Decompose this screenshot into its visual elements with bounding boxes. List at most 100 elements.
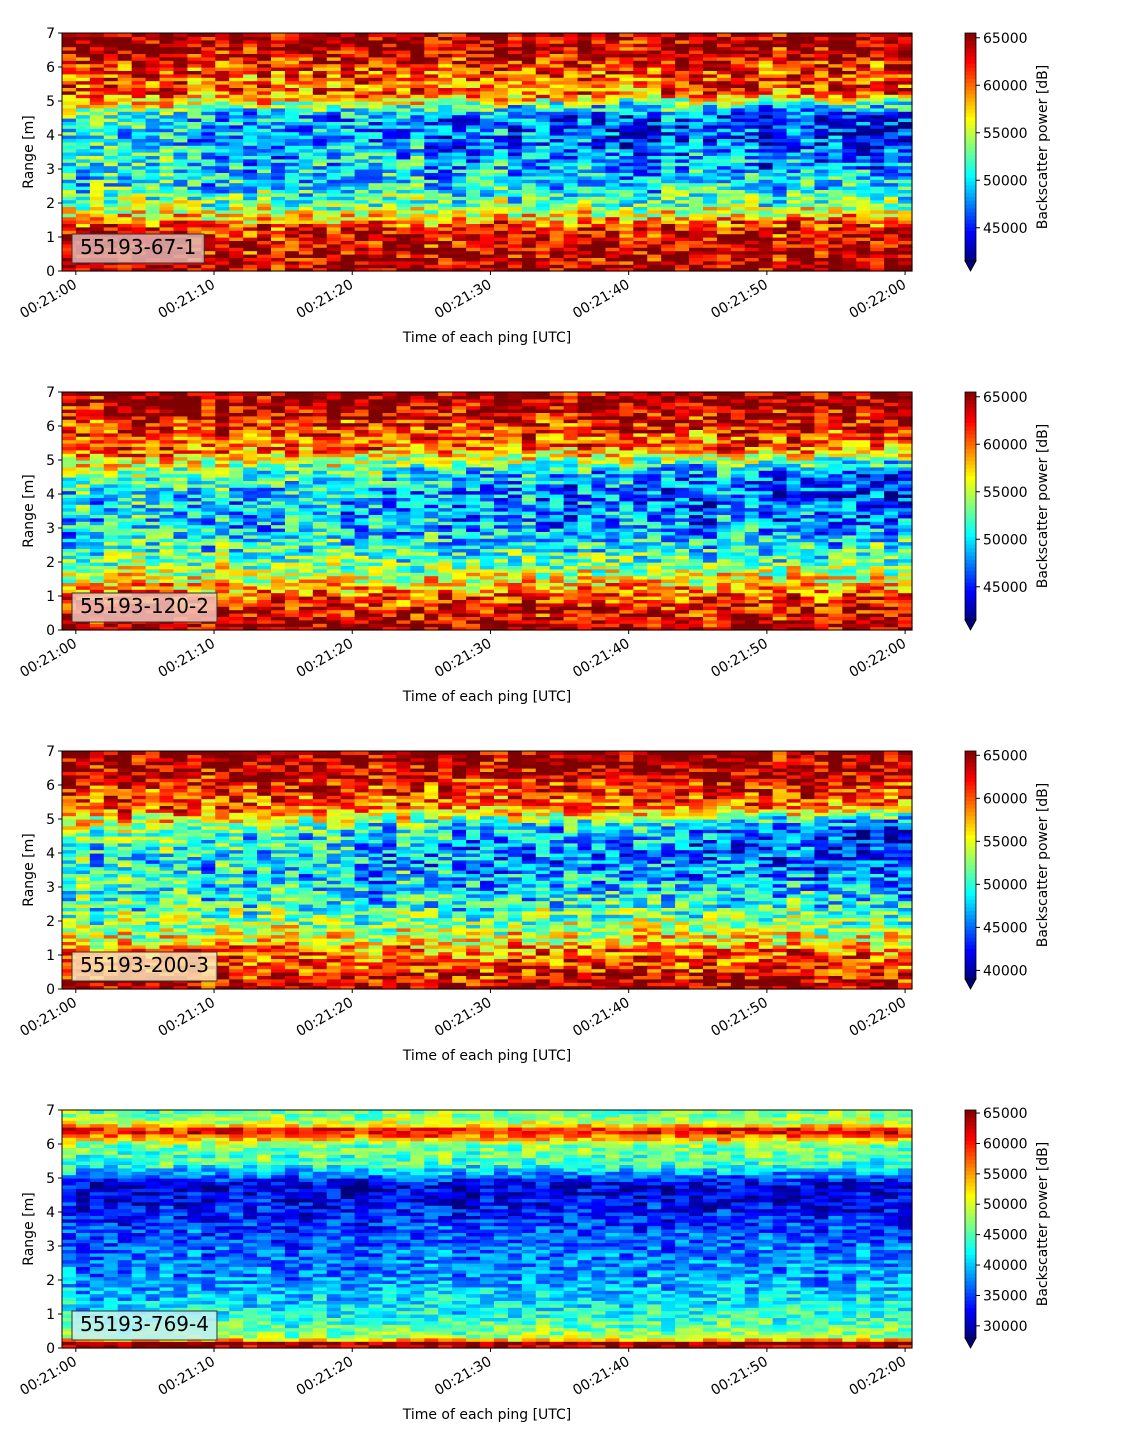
heatmap-cell — [424, 233, 439, 238]
colorbar-segment — [965, 105, 976, 110]
heatmap-cell — [786, 243, 802, 248]
heatmap-cell — [75, 196, 91, 201]
heatmap-cell — [633, 250, 648, 255]
heatmap-cell — [187, 80, 202, 85]
heatmap-cell — [340, 230, 356, 235]
heatmap-cell — [159, 206, 175, 211]
heatmap-cell — [340, 80, 356, 85]
heatmap-cell — [62, 152, 77, 156]
heatmap-cell — [410, 131, 425, 136]
heatmap-cell — [410, 189, 425, 194]
heatmap-cell — [396, 135, 411, 139]
heatmap-cell — [62, 131, 77, 136]
heatmap-cell — [201, 257, 216, 262]
heatmap-cell — [229, 247, 244, 252]
heatmap-cell — [201, 182, 216, 187]
heatmap-cell — [340, 196, 356, 201]
heatmap-cell — [493, 162, 509, 167]
heatmap-cell — [438, 254, 453, 258]
heatmap-cell — [312, 46, 328, 51]
heatmap-cell — [131, 50, 147, 54]
heatmap-cell — [271, 264, 286, 269]
heatmap-cell — [298, 209, 314, 214]
heatmap-cell — [466, 107, 481, 112]
heatmap-cell — [62, 165, 77, 170]
heatmap-cell — [354, 240, 370, 245]
heatmap-cell — [145, 56, 161, 61]
heatmap-cell — [549, 124, 565, 129]
heatmap-cell — [368, 145, 384, 150]
heatmap-cell — [215, 73, 230, 78]
heatmap-cell — [243, 213, 258, 218]
heatmap-cell — [284, 162, 300, 167]
heatmap-cell — [284, 135, 300, 139]
heatmap-cell — [173, 487, 189, 492]
heatmap-cell — [563, 141, 579, 146]
heatmap-cell — [535, 257, 551, 262]
heatmap-cell — [159, 135, 175, 139]
heatmap-cell — [661, 141, 676, 146]
heatmap-cell — [493, 254, 509, 258]
heatmap-cell — [396, 50, 411, 54]
heatmap-cell — [563, 175, 579, 180]
heatmap-cell — [396, 230, 411, 235]
heatmap-cell — [75, 67, 91, 71]
heatmap-cell — [354, 63, 370, 68]
heatmap-cell — [312, 206, 328, 211]
heatmap-cell — [619, 131, 634, 136]
heatmap-cell — [284, 172, 300, 177]
heatmap-cell — [591, 101, 607, 105]
heatmap-cell — [145, 199, 161, 204]
heatmap-cell — [187, 87, 202, 92]
heatmap-cell — [466, 226, 481, 231]
heatmap-cell — [577, 189, 593, 194]
heatmap-cell — [257, 94, 272, 99]
heatmap-cell — [591, 36, 607, 41]
heatmap-cell — [396, 196, 411, 201]
heatmap-cell — [229, 192, 244, 197]
heatmap-cell — [257, 97, 272, 102]
heatmap-cell — [103, 209, 119, 214]
heatmap-cell — [716, 250, 732, 255]
heatmap-cell — [396, 237, 411, 241]
heatmap-cell — [131, 470, 147, 475]
heatmap-cell — [340, 165, 356, 170]
heatmap-cell — [842, 165, 857, 170]
heatmap-cell — [396, 128, 411, 133]
heatmap-cell — [145, 114, 161, 119]
heatmap-cell — [549, 121, 565, 126]
heatmap-cell — [410, 124, 425, 129]
heatmap-cell — [591, 182, 607, 187]
heatmap-cell — [187, 135, 202, 139]
heatmap-cell — [396, 67, 411, 71]
heatmap-cell — [103, 141, 119, 146]
heatmap-cell — [75, 107, 91, 112]
heatmap-cell — [145, 169, 161, 173]
heatmap-cell — [62, 39, 77, 44]
heatmap-cell — [243, 80, 258, 85]
heatmap-cell — [215, 138, 230, 143]
heatmap-cell — [661, 199, 676, 204]
heatmap-cell — [368, 131, 384, 136]
heatmap-cell — [243, 43, 258, 48]
heatmap-cell — [117, 267, 133, 272]
colorbar-segment — [965, 185, 976, 190]
heatmap-cell — [675, 209, 690, 214]
heatmap-cell — [591, 145, 607, 150]
heatmap-cell — [535, 94, 551, 99]
heatmap-cell — [493, 206, 509, 211]
heatmap-cell — [480, 138, 495, 143]
heatmap-cell — [103, 124, 119, 129]
heatmap-cell — [187, 206, 202, 211]
heatmap-cell — [647, 148, 662, 153]
heatmap-cell — [368, 213, 384, 218]
heatmap-cell — [145, 70, 161, 75]
heatmap-cell — [229, 131, 244, 136]
heatmap-cell — [298, 206, 314, 211]
heatmap-cell — [521, 124, 537, 129]
heatmap-cell — [480, 107, 495, 112]
heatmap-cell — [89, 158, 105, 163]
heatmap-cell — [493, 94, 509, 99]
heatmap-cell — [326, 135, 342, 139]
heatmap-cell — [354, 213, 370, 218]
